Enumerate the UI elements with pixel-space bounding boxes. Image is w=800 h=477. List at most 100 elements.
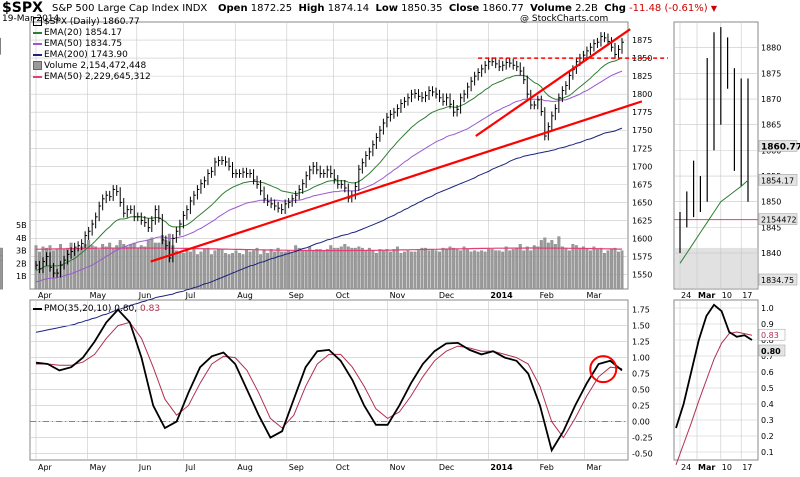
- volume-bar: [420, 247, 424, 290]
- volume-bar: [388, 251, 392, 290]
- volume-bar: [378, 249, 382, 290]
- inset-ema20-line: [679, 179, 749, 264]
- volume-bar: [560, 246, 564, 290]
- line-swatch-icon: [33, 31, 42, 34]
- pmo-inset-last-label-bg: [758, 344, 786, 357]
- volume-bar: [525, 246, 529, 290]
- volume-bar: [153, 242, 157, 290]
- volume-bar: [206, 247, 210, 290]
- volume-bar: [497, 250, 501, 290]
- volume-bar: [129, 244, 133, 290]
- high-value: 1874.14: [327, 3, 370, 14]
- volume-bar: [392, 249, 396, 290]
- box-swatch-icon: [33, 61, 42, 70]
- x-tick-label: 2014: [490, 291, 513, 300]
- volume-bar: [231, 253, 234, 290]
- y-tick-label: 1800: [632, 90, 652, 99]
- volume-bar: [466, 249, 470, 290]
- pmo-inset-line: [675, 303, 753, 429]
- volume-bar: [276, 247, 280, 290]
- index-name: S&P 500 Large Cap Index INDX: [52, 3, 207, 14]
- y-tick-label: 1600: [632, 234, 652, 243]
- volume-bar: [395, 246, 399, 290]
- volume-bar: [118, 240, 122, 290]
- volume-bar: [87, 240, 91, 290]
- volume-bar: [262, 250, 266, 290]
- volume-bar: [374, 253, 378, 290]
- volume-bar: [157, 242, 161, 290]
- volume-bar: [143, 246, 147, 290]
- volume-bar: [617, 251, 620, 290]
- volume-bar: [294, 245, 298, 290]
- volume-bar: [476, 251, 480, 290]
- volume-tick-label: 2B: [16, 259, 27, 268]
- box-swatch-icon: [33, 17, 42, 26]
- volume-bar: [518, 244, 522, 290]
- volume-bar: [45, 247, 48, 290]
- inset-volume-band: [674, 247, 758, 288]
- watermark: @ StockCharts.com: [520, 14, 609, 24]
- volume-bar: [178, 251, 182, 290]
- volume-bar: [304, 250, 308, 290]
- volume-bar: [399, 253, 403, 290]
- volume-bar: [336, 247, 340, 290]
- pmo-panel: [29, 299, 629, 461]
- price-inset-panel: [673, 21, 759, 290]
- volume-bar: [501, 251, 505, 290]
- volume-bar: [209, 254, 213, 290]
- volume-bar: [245, 249, 248, 290]
- pmo-inset-y-tick-label: 0.9: [761, 320, 774, 329]
- volume-bar: [410, 251, 413, 290]
- volume-bar: [483, 251, 487, 290]
- low-label: Low: [375, 3, 398, 14]
- pmo-y-tick-label: 0.25: [632, 402, 650, 411]
- y-tick-label: 1825: [632, 72, 652, 81]
- pmo-inset-y-tick-label: 0.8: [761, 336, 774, 345]
- volume-bar: [402, 251, 406, 290]
- pmo-y-tick-label: 1.00: [632, 354, 650, 363]
- inset-x-tick-label: 10: [722, 463, 732, 472]
- inset-x-tick-label: Mar: [698, 463, 715, 472]
- volume-bar: [543, 237, 547, 290]
- volume-bar: [504, 246, 508, 290]
- volume-label: Volume: [530, 3, 572, 14]
- inset-y-tick-label: 1875: [761, 69, 781, 78]
- volume-bar: [452, 247, 456, 290]
- x-tick-label: Sep: [289, 291, 304, 300]
- inset-last-price-label-bg: [758, 140, 798, 152]
- volume-bar: [297, 247, 301, 290]
- volume-bar: [353, 247, 357, 290]
- volume-bar: [174, 250, 178, 290]
- volume-bar: [66, 247, 70, 290]
- volume-bar: [213, 250, 217, 290]
- inset-x-tick-label: 17: [742, 291, 752, 300]
- inset-x-tick-label: 24: [681, 291, 691, 300]
- volume-bar: [532, 245, 536, 290]
- volume-bar: [132, 242, 136, 290]
- volume-ema-line: [35, 247, 622, 252]
- legend-pmo: PMO(35,20,10) 0.80, 0.83: [33, 304, 160, 314]
- legend-price-0: $SPX (Daily) 1860.77: [33, 17, 140, 27]
- volume-bar: [101, 244, 105, 290]
- volume-bar: [234, 250, 238, 290]
- close-value: 1860.77: [482, 3, 524, 14]
- volume-bar: [599, 247, 603, 290]
- volume-bar: [574, 245, 578, 290]
- volume-bar: [125, 246, 129, 290]
- pmo-signal-legend: 0.83: [140, 304, 161, 314]
- ticker-symbol: $SPX: [2, 0, 43, 16]
- volume-bar: [322, 250, 326, 290]
- chg-label: Chg: [604, 3, 626, 14]
- volume-bar: [462, 246, 466, 290]
- legend-text: EMA(50) 2,229,645,312: [44, 72, 151, 82]
- legend-price-2: EMA(50) 1834.75: [33, 39, 122, 49]
- volume-bar: [108, 242, 112, 290]
- x-tick-label: Mar: [586, 291, 602, 300]
- x-tick-label: Aug: [237, 463, 253, 472]
- pmo-inset-y-tick-label: 0.2: [761, 432, 774, 441]
- volume-bar: [350, 247, 354, 290]
- volume-bar: [115, 245, 119, 290]
- legend-text: EMA(200) 1743.90: [44, 50, 128, 60]
- volume-bar: [494, 250, 498, 290]
